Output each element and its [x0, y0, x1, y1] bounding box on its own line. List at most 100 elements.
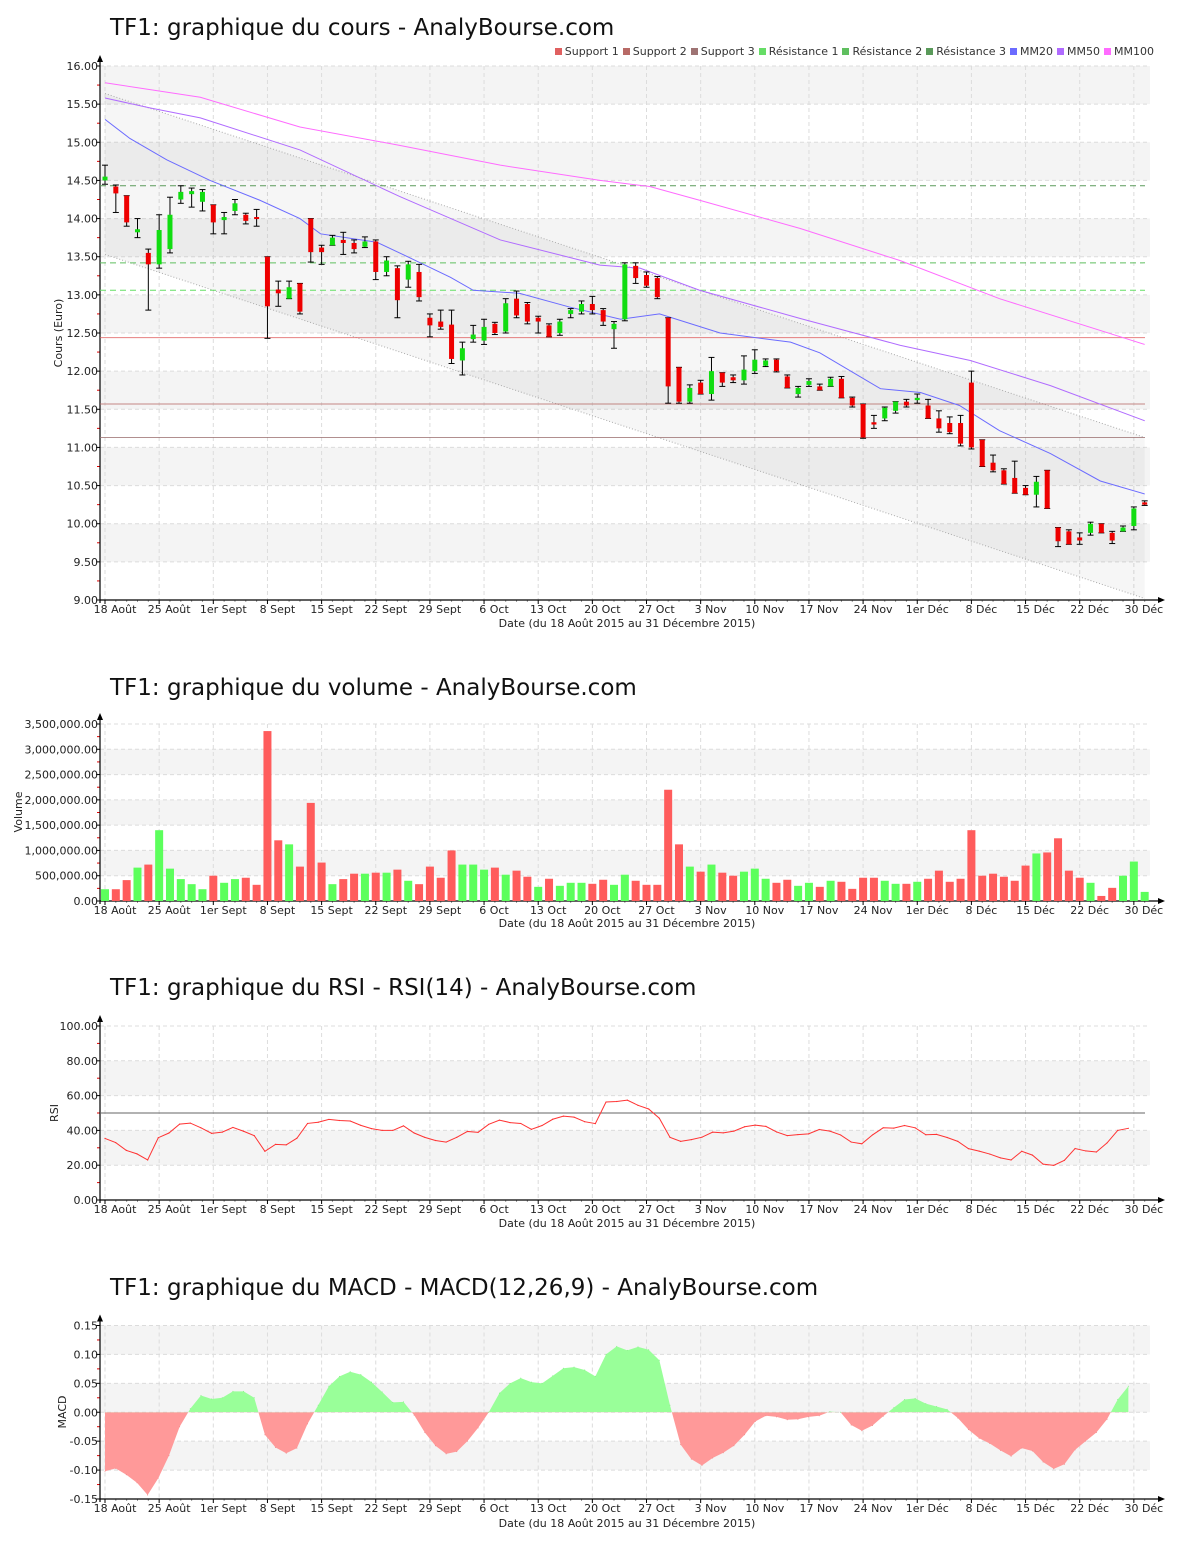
volume-bar — [956, 878, 965, 901]
rsi-point — [168, 1132, 170, 1134]
x-tick-label: 18 Août — [94, 1203, 138, 1216]
macd-point — [989, 1442, 991, 1444]
volume-bar — [1119, 875, 1128, 901]
candle-body — [795, 387, 801, 395]
candle-body — [232, 203, 238, 211]
volume-bar — [1043, 852, 1052, 901]
y-axis-arrow-icon — [97, 1314, 103, 1322]
background-band — [100, 1060, 1150, 1096]
candlestick — [199, 189, 206, 212]
legend-item: Support 2 — [622, 45, 687, 58]
price-x-axis-label: Date (du 18 Août 2015 au 31 Décembre 201… — [499, 617, 756, 630]
rsi-point — [690, 1139, 692, 1141]
candlestick — [1087, 521, 1094, 536]
background-band — [100, 523, 1150, 562]
candlestick — [892, 401, 899, 414]
candle-body — [1066, 531, 1072, 545]
candle-body — [1088, 523, 1094, 533]
candlestick — [166, 196, 173, 254]
macd-point — [200, 1394, 202, 1396]
volume-bar — [447, 850, 456, 901]
volume-bar — [523, 876, 532, 901]
x-tick-label: 24 Nov — [854, 1203, 893, 1216]
macd-point — [690, 1458, 692, 1460]
rsi-point — [967, 1148, 970, 1150]
candlestick — [437, 309, 444, 330]
candlestick — [491, 321, 498, 336]
rsi-point — [744, 1126, 746, 1128]
macd-point — [498, 1392, 500, 1394]
macd-point — [808, 1416, 810, 1418]
volume-bar — [869, 877, 878, 901]
rsi-point — [701, 1136, 703, 1138]
macd-point — [893, 1407, 895, 1409]
volume-bar — [490, 867, 499, 901]
rsi-point — [466, 1130, 469, 1133]
x-tick-label: 13 Oct — [530, 1203, 567, 1216]
macd-point — [307, 1423, 309, 1425]
candle-body — [687, 387, 693, 402]
candlestick — [751, 349, 758, 374]
candle-body — [134, 229, 140, 233]
macd-point — [648, 1349, 650, 1351]
candlestick — [145, 248, 152, 311]
macd-point — [541, 1382, 543, 1384]
rsi-point — [712, 1131, 714, 1133]
volume-bar — [176, 879, 185, 901]
x-tick-label: 30 Déc — [1124, 1502, 1163, 1515]
x-tick-label: 22 Déc — [1070, 1502, 1109, 1515]
macd-point — [765, 1415, 767, 1417]
rsi-point — [274, 1143, 277, 1145]
macd-chart-title: TF1: graphique du MACD - MACD(12,26,9) -… — [109, 1275, 818, 1301]
candlestick — [925, 398, 932, 419]
macd-chart — [96, 1314, 1165, 1503]
volume-bar — [599, 879, 608, 901]
volume-bar — [122, 880, 131, 901]
x-tick-label: 8 Sept — [260, 603, 296, 616]
macd-point — [840, 1411, 842, 1413]
macd-point — [392, 1401, 394, 1403]
volume-bar — [241, 877, 250, 901]
candlestick — [654, 276, 661, 300]
macd-point — [818, 1415, 820, 1417]
candle-body — [503, 303, 509, 332]
candlestick — [188, 187, 195, 208]
candlestick — [405, 260, 412, 288]
macd-point — [978, 1437, 980, 1439]
candlestick — [870, 414, 877, 429]
x-tick-label: 15 Déc — [1016, 603, 1055, 616]
legend-item: MM100 — [1104, 45, 1154, 58]
candle-body — [373, 241, 379, 272]
volume-bar — [1010, 880, 1019, 901]
candle-body — [947, 423, 953, 433]
volume-bar — [826, 880, 835, 901]
rsi-point — [658, 1117, 660, 1119]
volume-bar — [989, 873, 998, 901]
candle-body — [633, 265, 639, 279]
candle-body — [297, 283, 303, 312]
legend-swatch-icon — [622, 48, 630, 55]
rsi-point — [573, 1116, 575, 1118]
volume-bar — [913, 881, 922, 901]
legend-label: MM100 — [1114, 45, 1154, 58]
candle-body — [773, 359, 779, 372]
candle-body — [763, 360, 769, 366]
y-tick-label: 12.00 — [67, 365, 99, 378]
y-tick-label: 14.00 — [67, 213, 99, 226]
macd-point — [157, 1477, 159, 1479]
x-tick-label: 8 Sept — [260, 1502, 296, 1515]
volume-bar — [198, 889, 207, 901]
rsi-point — [1031, 1154, 1034, 1156]
candle-body — [676, 367, 682, 402]
macd-point — [861, 1430, 863, 1432]
volume-bar — [285, 844, 294, 901]
x-tick-label: 1er Sept — [200, 1203, 248, 1216]
macd-negative-area — [105, 1412, 1129, 1495]
candlestick — [784, 374, 791, 389]
volume-bar — [339, 879, 348, 901]
candlestick — [990, 454, 997, 473]
candlestick — [914, 393, 921, 404]
rsi-point — [221, 1131, 223, 1133]
candlestick — [210, 204, 217, 235]
candlestick — [448, 309, 455, 365]
